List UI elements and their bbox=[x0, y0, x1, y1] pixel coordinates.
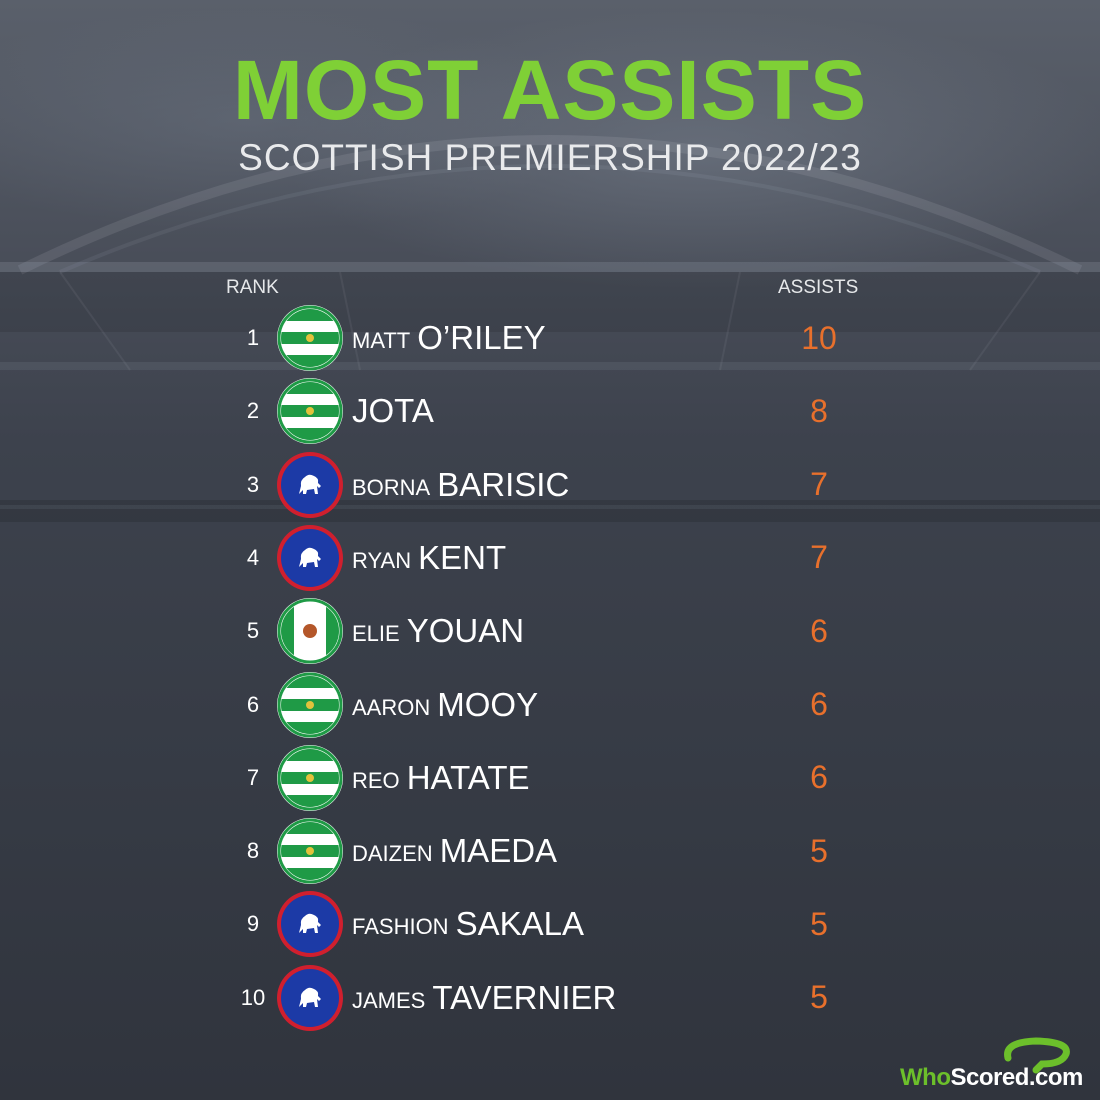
player-last-name: JOTA bbox=[352, 392, 434, 430]
assists-count: 5 bbox=[810, 905, 828, 942]
leaderboard-row: 9 FASHION SAKALA 5 bbox=[0, 889, 1100, 959]
rank-number: 8 bbox=[246, 838, 260, 864]
player-first-name: REO bbox=[352, 767, 400, 793]
player-first-name: RYAN bbox=[352, 547, 412, 573]
rank-number: 3 bbox=[246, 471, 260, 497]
player-name: JOTA bbox=[352, 376, 434, 446]
assists-count: 7 bbox=[810, 466, 828, 503]
assists-count: 6 bbox=[810, 759, 828, 796]
rank-number: 9 bbox=[246, 911, 260, 937]
player-first-name: ELIE bbox=[352, 621, 400, 647]
player-name: MATT O’RILEY bbox=[352, 303, 546, 373]
player-name: JAMES TAVERNIER bbox=[352, 963, 616, 1033]
celtic-badge-icon bbox=[277, 305, 343, 371]
assists-count: 7 bbox=[810, 539, 828, 576]
rank-number: 6 bbox=[246, 691, 260, 717]
player-last-name: TAVERNIER bbox=[432, 978, 617, 1016]
leaderboard-row: 4 RYAN KENT 7 bbox=[0, 523, 1100, 593]
player-name: DAIZEN MAEDA bbox=[352, 816, 557, 886]
leaderboard-row: 2 JOTA 8 bbox=[0, 376, 1100, 446]
player-name: BORNA BARISIC bbox=[352, 450, 569, 520]
rangers-badge-icon bbox=[277, 891, 343, 958]
player-name: ELIE YOUAN bbox=[352, 596, 524, 666]
player-first-name: MATT bbox=[352, 328, 411, 353]
rank-number: 7 bbox=[246, 764, 260, 790]
assists-count: 5 bbox=[810, 979, 828, 1016]
hibernian-badge-icon bbox=[277, 598, 343, 665]
rangers-badge-icon bbox=[277, 451, 343, 518]
player-name: AARON MOOY bbox=[352, 670, 538, 740]
celtic-badge-icon bbox=[277, 818, 343, 885]
rank-number: 5 bbox=[246, 618, 260, 644]
assists-count: 8 bbox=[810, 392, 828, 429]
rank-number: 4 bbox=[246, 544, 260, 570]
player-first-name: JAMES bbox=[352, 987, 426, 1013]
celtic-badge-icon bbox=[277, 671, 343, 738]
rank-number: 10 bbox=[240, 984, 266, 1010]
player-last-name: HATATE bbox=[406, 758, 530, 796]
player-first-name: FASHION bbox=[352, 914, 449, 940]
leaderboard-row: 3 BORNA BARISIC 7 bbox=[0, 450, 1100, 520]
page-subtitle: SCOTTISH PREMIERSHIP 2022/23 bbox=[238, 137, 862, 178]
player-name: RYAN KENT bbox=[352, 523, 506, 593]
player-first-name: DAIZEN bbox=[352, 841, 433, 867]
leaderboard-row: 1 MATT O’RILEY 10 bbox=[0, 303, 1100, 373]
rangers-badge-icon bbox=[277, 524, 343, 591]
player-last-name: KENT bbox=[418, 538, 507, 576]
rangers-badge-icon bbox=[277, 964, 343, 1031]
player-last-name: SAKALA bbox=[455, 905, 584, 943]
assists-count: 6 bbox=[810, 612, 828, 649]
leaderboard-row: 8 DAIZEN MAEDA 5 bbox=[0, 816, 1100, 886]
leaderboard-row: 10 JAMES TAVERNIER 5 bbox=[0, 963, 1100, 1033]
assists-count: 6 bbox=[810, 686, 828, 722]
player-name: FASHION SAKALA bbox=[352, 889, 584, 959]
assists-count: 5 bbox=[810, 832, 828, 869]
celtic-badge-icon bbox=[277, 378, 343, 445]
player-last-name: MOOY bbox=[437, 685, 539, 723]
leaderboard-row: 7 REO HATATE 6 bbox=[0, 743, 1100, 813]
rank-number: 2 bbox=[246, 398, 260, 424]
assists-count: 10 bbox=[801, 319, 837, 356]
player-name: REO HATATE bbox=[352, 743, 530, 813]
player-last-name: YOUAN bbox=[406, 612, 525, 650]
celtic-badge-icon bbox=[277, 744, 343, 811]
player-first-name: AARON bbox=[352, 694, 431, 720]
leaderboard-row: 6 AARON MOOY 6 bbox=[0, 670, 1100, 740]
whoscored-question-mark-icon bbox=[1004, 1037, 1070, 1074]
player-last-name: BARISIC bbox=[437, 465, 570, 503]
leaderboard-row: 5 ELIE YOUAN 6 bbox=[0, 596, 1100, 666]
rank-number: 1 bbox=[246, 325, 260, 350]
assists-column-header: ASSISTS bbox=[778, 277, 859, 298]
rank-column-header: RANK bbox=[226, 277, 279, 298]
player-last-name: O’RILEY bbox=[417, 319, 546, 356]
logo-text-com: .com bbox=[1028, 1064, 1084, 1091]
whoscored-logo: WhoScored.com bbox=[896, 1036, 1096, 1096]
logo-text-who: Who bbox=[900, 1064, 951, 1091]
player-first-name: BORNA bbox=[352, 474, 431, 500]
logo-text-scored: Scored bbox=[950, 1064, 1029, 1091]
player-last-name: MAEDA bbox=[439, 832, 558, 870]
page-title: MOST ASSISTS bbox=[232, 43, 868, 137]
